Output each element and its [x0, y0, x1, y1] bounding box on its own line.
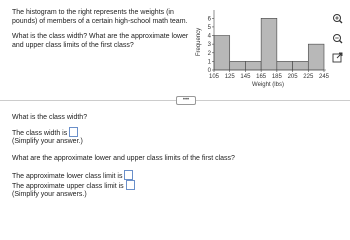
bar: [307, 43, 325, 71]
bar: [292, 61, 309, 71]
answer-input[interactable]: [124, 170, 134, 180]
x-axis-label: Weight (lbs): [252, 82, 284, 88]
x-tick-label: 245: [319, 74, 330, 80]
bar: [245, 61, 262, 71]
divider: [0, 100, 350, 101]
class-width-row: The class width is: [12, 127, 79, 138]
label: The approximate lower class limit is: [12, 173, 123, 180]
x-tick-label: 205: [288, 74, 299, 80]
y-tick-label: 2: [208, 51, 212, 57]
bar: [260, 18, 278, 71]
x-tick-label: 145: [240, 74, 251, 80]
hint: (Simplify your answer.): [12, 138, 83, 145]
y-tick-label: 6: [208, 16, 212, 22]
hint: (Simplify your answers.): [12, 191, 87, 198]
label: The approximate upper class limit is: [12, 183, 124, 190]
bar: [213, 35, 231, 71]
toolbar: [332, 14, 343, 63]
label: The class width is: [12, 130, 68, 137]
intro: The histogram to the right represents th…: [12, 9, 188, 25]
y-tick-label: 5: [208, 25, 212, 31]
x-tick-label: 125: [225, 74, 236, 80]
question-2: What are the approximate lower and upper…: [12, 155, 235, 162]
y-tick-label: 4: [208, 34, 212, 40]
upper-limit-row: The approximate upper class limit is: [12, 180, 135, 191]
lower-limit-row: The approximate lower class limit is: [12, 170, 134, 181]
screen: The histogram to the right represents th…: [0, 9, 350, 198]
y-tick-label: 0: [208, 68, 212, 74]
zoom-out[interactable]: [333, 34, 343, 44]
histogram: Frequency Weight (lbs) 0 1 2 3 4 5 6 105 125 145 1…: [196, 10, 330, 88]
x-tick-label: 225: [303, 74, 314, 80]
answer-input[interactable]: [69, 127, 79, 137]
bar: [229, 61, 246, 71]
x-tick-label: 185: [272, 74, 283, 80]
bar: [276, 61, 293, 71]
answer-input[interactable]: [125, 180, 135, 190]
y-tick-label: 3: [208, 42, 212, 48]
zoom-in[interactable]: [333, 14, 343, 24]
open-external[interactable]: [332, 52, 343, 63]
x-tick-label: 105: [209, 74, 220, 80]
y-axis-label: Frequency: [196, 28, 202, 56]
x-tick-label: 165: [256, 74, 267, 80]
question-1: What is the class width?: [12, 114, 88, 121]
prompt: What is the class width? What are the ap…: [12, 33, 189, 49]
expand-button[interactable]: •••: [176, 96, 196, 105]
y-tick-label: 1: [208, 59, 212, 65]
